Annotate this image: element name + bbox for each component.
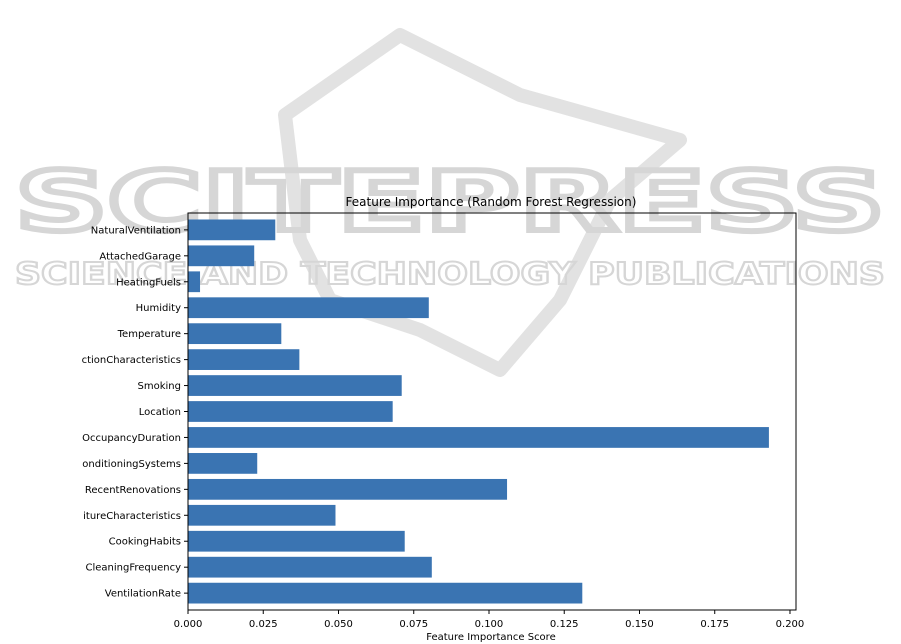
y-tick-label: OccupancyDuration bbox=[82, 433, 181, 444]
bars-group bbox=[188, 219, 769, 604]
y-tick-label: Humidity bbox=[136, 303, 181, 314]
x-tick-label: 0.100 bbox=[475, 619, 504, 630]
y-tick-label: itureCharacteristics bbox=[83, 511, 181, 522]
y-tick-label: onditioningSystems bbox=[82, 459, 181, 470]
y-tick-label: CleaningFrequency bbox=[85, 563, 181, 574]
x-axis-label: Feature Importance Score bbox=[426, 632, 555, 643]
y-tick-label: Location bbox=[139, 407, 181, 418]
x-tick-label: 0.125 bbox=[550, 619, 579, 630]
y-tick-label: Temperature bbox=[117, 329, 181, 340]
y-tick-label: NaturalVentilation bbox=[91, 225, 181, 236]
bar-13 bbox=[188, 556, 432, 578]
bar-11 bbox=[188, 504, 336, 526]
y-tick-label: ctionCharacteristics bbox=[82, 355, 181, 366]
y-tick-label: RecentRenovations bbox=[85, 485, 181, 496]
y-tick-label: AttachedGarage bbox=[99, 251, 181, 262]
bar-5 bbox=[188, 349, 300, 370]
y-tick-label: CookingHabits bbox=[109, 537, 181, 548]
x-tick-label: 0.150 bbox=[625, 619, 654, 630]
x-tick-label: 0.200 bbox=[776, 619, 805, 630]
bar-10 bbox=[188, 478, 508, 500]
y-tick-label: HeatingFuels bbox=[116, 277, 181, 288]
plot-area-frame bbox=[187, 212, 797, 611]
x-tick-label: 0.000 bbox=[174, 619, 203, 630]
bar-2 bbox=[188, 271, 201, 293]
bar-12 bbox=[188, 530, 405, 552]
bar-8 bbox=[188, 427, 769, 448]
x-tick-label: 0.050 bbox=[324, 619, 353, 630]
bar-6 bbox=[188, 375, 402, 396]
bar-14 bbox=[188, 582, 583, 604]
x-tick-label: 0.025 bbox=[249, 619, 278, 630]
bar-1 bbox=[188, 245, 255, 267]
bar-9 bbox=[188, 453, 258, 474]
bar-3 bbox=[188, 297, 429, 319]
x-tick-label: 0.075 bbox=[399, 619, 428, 630]
bar-7 bbox=[188, 401, 393, 422]
y-tick-label: Smoking bbox=[138, 381, 181, 392]
x-tick-label: 0.175 bbox=[700, 619, 729, 630]
y-tick-label: VentilationRate bbox=[105, 589, 181, 600]
y-tick-labels: NaturalVentilation AttachedGarage HeatingF… bbox=[82, 225, 188, 600]
bar-0 bbox=[188, 219, 276, 241]
x-tick-labels: 0.000 0.025 0.050 0.075 0.100 0.125 0.150 0.175… bbox=[174, 610, 805, 630]
chart-title: Feature Importance (Random Forest Regres… bbox=[346, 195, 637, 209]
bar-4 bbox=[188, 323, 282, 345]
